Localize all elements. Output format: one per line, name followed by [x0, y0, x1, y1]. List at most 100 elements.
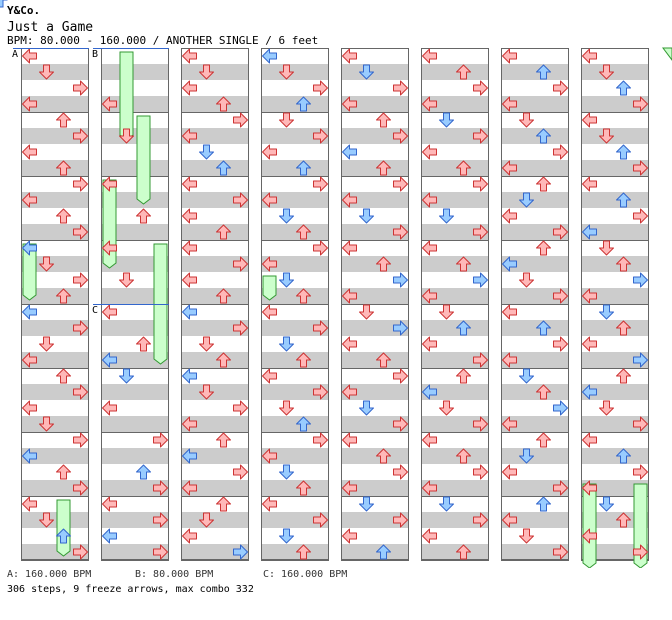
brand-label: Y&Co. — [7, 4, 41, 17]
step-arrow — [39, 416, 54, 432]
step-arrow — [456, 320, 471, 336]
step-arrow — [342, 480, 357, 496]
step-arrow — [233, 544, 248, 560]
step-arrow — [633, 464, 648, 480]
step-arrow — [313, 432, 328, 448]
bpm-marker-label: B — [92, 49, 98, 60]
step-arrow — [553, 400, 568, 416]
freeze-arrow — [262, 275, 277, 301]
step-arrow — [599, 240, 614, 256]
step-arrow — [102, 240, 117, 256]
bpm-legend-c: C: 160.000 BPM — [263, 569, 348, 580]
step-arrow — [39, 512, 54, 528]
step-arrow — [262, 368, 277, 384]
step-arrow — [313, 320, 328, 336]
step-arrow — [536, 384, 551, 400]
step-arrow — [553, 144, 568, 160]
step-arrow — [502, 416, 517, 432]
step-arrow — [582, 480, 597, 496]
step-arrow — [456, 256, 471, 272]
step-arrow — [342, 336, 357, 352]
step-arrow — [456, 64, 471, 80]
step-arrow — [553, 544, 568, 560]
bpm-legend-a: A: 160.000 BPM — [7, 569, 92, 580]
step-arrow — [182, 240, 197, 256]
step-arrow — [633, 96, 648, 112]
step-arrow — [102, 176, 117, 192]
step-arrow — [633, 352, 648, 368]
step-arrow — [22, 48, 37, 64]
step-arrow — [502, 208, 517, 224]
step-arrow — [22, 144, 37, 160]
step-arrow — [439, 304, 454, 320]
step-arrow — [73, 544, 88, 560]
step-arrow — [599, 400, 614, 416]
step-arrow — [342, 432, 357, 448]
step-arrow — [233, 192, 248, 208]
step-arrow — [599, 496, 614, 512]
step-arrow — [536, 240, 551, 256]
step-arrow — [582, 528, 597, 544]
step-arrow — [182, 528, 197, 544]
step-arrow — [296, 288, 311, 304]
step-arrow — [233, 320, 248, 336]
step-arrow — [519, 368, 534, 384]
step-arrow — [616, 80, 631, 96]
step-arrow — [582, 48, 597, 64]
step-arrow — [422, 96, 437, 112]
step-arrow — [182, 272, 197, 288]
step-arrow — [439, 112, 454, 128]
step-arrow — [279, 112, 294, 128]
chart-column — [341, 48, 409, 561]
step-arrow — [22, 352, 37, 368]
step-arrow — [553, 336, 568, 352]
step-arrow — [422, 144, 437, 160]
step-arrow — [56, 464, 71, 480]
step-arrow — [502, 48, 517, 64]
step-arrow — [73, 272, 88, 288]
step-arrow — [119, 128, 134, 144]
step-arrow — [616, 192, 631, 208]
step-arrow — [102, 496, 117, 512]
freeze-arrow — [56, 499, 71, 557]
step-arrow — [102, 96, 117, 112]
step-arrow — [536, 64, 551, 80]
step-arrow — [296, 480, 311, 496]
step-arrow — [456, 448, 471, 464]
step-arrow — [296, 544, 311, 560]
step-arrow — [519, 272, 534, 288]
step-arrow — [199, 384, 214, 400]
step-arrow — [233, 464, 248, 480]
step-arrow — [359, 64, 374, 80]
step-arrow — [393, 272, 408, 288]
step-arrow — [502, 160, 517, 176]
step-arrow — [359, 304, 374, 320]
step-arrow — [182, 128, 197, 144]
step-arrow — [616, 368, 631, 384]
step-arrow — [473, 128, 488, 144]
freeze-arrow — [136, 115, 151, 205]
step-arrow — [553, 288, 568, 304]
step-arrow — [216, 288, 231, 304]
step-arrow — [342, 288, 357, 304]
freeze-fragment — [662, 47, 672, 61]
step-arrow — [502, 256, 517, 272]
step-arrow — [279, 336, 294, 352]
step-arrow — [519, 528, 534, 544]
step-arrow — [153, 544, 168, 560]
step-arrow — [279, 208, 294, 224]
step-arrow — [296, 160, 311, 176]
step-arrow — [199, 336, 214, 352]
step-arrow — [502, 96, 517, 112]
step-arrow — [182, 80, 197, 96]
step-arrow — [102, 528, 117, 544]
chart-summary: 306 steps, 9 freeze arrows, max combo 33… — [7, 584, 254, 595]
step-arrow — [616, 144, 631, 160]
step-arrow — [502, 464, 517, 480]
step-arrow — [439, 400, 454, 416]
step-arrow — [599, 128, 614, 144]
step-arrow — [136, 208, 151, 224]
chart-column — [581, 48, 649, 561]
step-arrow — [279, 272, 294, 288]
step-arrow — [473, 80, 488, 96]
